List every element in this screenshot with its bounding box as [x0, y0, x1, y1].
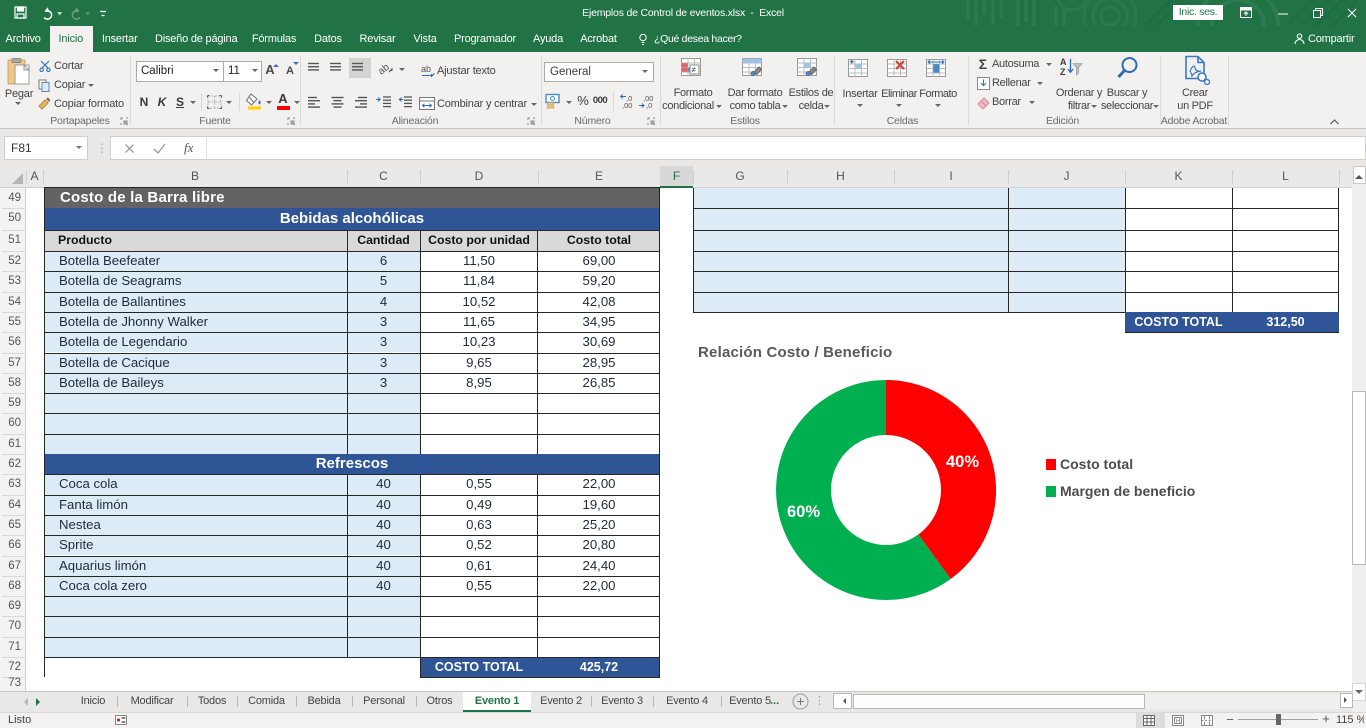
svg-text:,00: ,00 — [622, 101, 632, 109]
svg-text:Z: Z — [1060, 67, 1066, 77]
svg-text:,00: ,00 — [643, 94, 653, 103]
svg-text:≠: ≠ — [692, 66, 697, 75]
svg-text:ab: ab — [378, 62, 392, 75]
svg-text:ab: ab — [421, 64, 431, 74]
svg-text:,0: ,0 — [646, 101, 652, 109]
svg-text:H: H — [1176, 719, 1180, 725]
svg-text:,0: ,0 — [626, 94, 632, 103]
svg-text:A: A — [1060, 57, 1067, 67]
